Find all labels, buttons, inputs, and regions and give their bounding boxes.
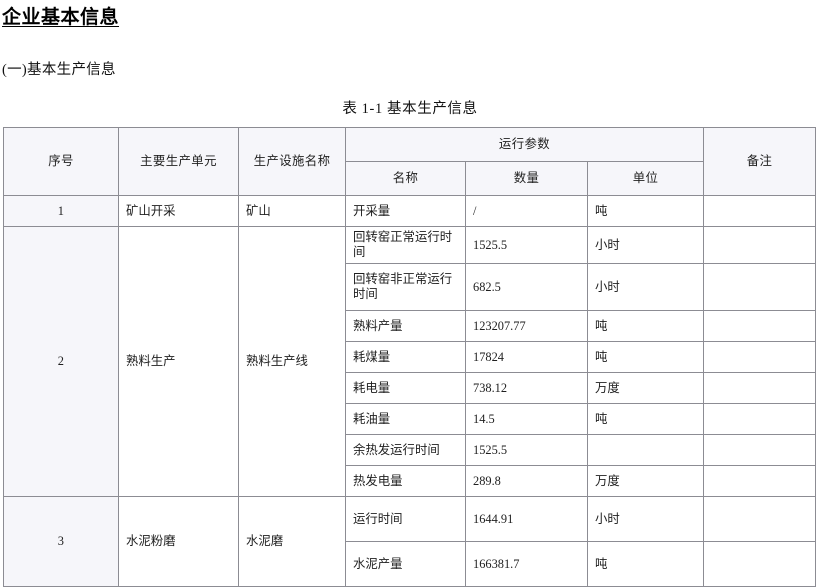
table-header: 序号 主要生产单元 生产设施名称 运行参数 备注 名称 数量 单位 (3, 127, 817, 196)
section-heading: (一)基本生产信息 (2, 62, 116, 78)
page-title: 企业基本信息 (2, 7, 120, 28)
cell-param-name: 余热发运行时间 (345, 434, 466, 466)
cell-remark (703, 310, 817, 342)
cell-param-unit: 小时 (586, 263, 705, 311)
cell-param-name: 回转窑非正常运行时间 (345, 263, 466, 311)
header-operating-params: 运行参数 (344, 127, 705, 162)
table-row: 1 矿山开采 矿山 开采量 / 吨 (3, 195, 817, 227)
cell-param-qty: 123207.77 (465, 310, 588, 342)
cell-remark (703, 372, 817, 404)
header-remark: 备注 (703, 127, 817, 196)
cell-param-unit: 吨 (586, 195, 705, 227)
basic-production-info-table: 序号 主要生产单元 生产设施名称 运行参数 备注 名称 数量 单位 1 矿山开采矿… (3, 127, 817, 587)
cell-param-name: 运行时间 (345, 496, 466, 542)
cell-param-unit: 万度 (586, 465, 705, 497)
table-row: 3 水泥粉磨 水泥磨 运行时间 1644.91 小时 (3, 496, 817, 587)
cell-seq: 1 (3, 195, 119, 227)
header-main-unit: 主要生产单元 (118, 127, 239, 196)
cell-param-name: 热发电量 (345, 465, 466, 497)
cell-facility-name: 矿山 (238, 195, 346, 227)
cell-remark (703, 195, 817, 227)
header-facility-name: 生产设施名称 (238, 127, 346, 196)
cell-param-unit: 小时 (586, 226, 705, 264)
cell-param-name: 开采量 (345, 195, 466, 227)
cell-param-unit: 吨 (586, 341, 705, 373)
cell-remark (703, 541, 817, 587)
cell-facility-name: 熟料生产线 (238, 226, 346, 497)
cell-remark (703, 226, 817, 264)
table-header-row-2: 名称 数量 单位 (4, 161, 816, 196)
cell-param-name: 耗油量 (345, 403, 466, 435)
cell-param-name: 耗电量 (345, 372, 466, 404)
document-page: 企业基本信息 (一)基本生产信息 表 1-1 基本生产信息 序号 主要生产单元 … (2, 7, 817, 587)
cell-main-unit: 水泥粉磨 (118, 496, 239, 587)
table-body: 1 矿山开采 矿山 开采量 / 吨 2 熟料生产 熟料生产线 回转窑正常运行时间 1525.5 小时回… (3, 195, 817, 587)
table-caption: 表 1-1 基本生产信息 (342, 101, 478, 117)
header-param-name: 名称 (345, 161, 466, 196)
table-row: 熟料产量 123207.77 吨 (4, 310, 817, 342)
cell-param-unit: 小时 (586, 496, 705, 542)
cell-param-unit: 吨 (586, 403, 705, 435)
table-row: 回转窑非正常运行时间 682.5 小时 (4, 263, 817, 311)
header-param-unit: 单位 (586, 161, 705, 196)
cell-param-unit: 吨 (586, 541, 705, 587)
header-seq: 序号 (3, 127, 119, 196)
cell-param-qty: 1644.91 (465, 496, 588, 542)
cell-remark (703, 496, 817, 542)
cell-param-qty: 738.12 (465, 372, 588, 404)
cell-param-unit (586, 434, 705, 466)
header-param-qty: 数量 (465, 161, 588, 196)
cell-remark (703, 403, 817, 435)
table-container: 序号 主要生产单元 生产设施名称 运行参数 备注 名称 数量 单位 1 矿山开采矿… (0, 118, 820, 587)
cell-seq: 3 (3, 496, 119, 587)
cell-remark (703, 341, 817, 373)
cell-facility-name: 水泥磨 (238, 496, 346, 587)
cell-param-qty: 1525.5 (465, 434, 588, 466)
cell-param-unit: 吨 (586, 310, 705, 342)
cell-remark (703, 263, 817, 311)
cell-param-name: 水泥产量 (345, 541, 466, 587)
table-row: 耗电量 738.12 万度 (4, 372, 817, 404)
cell-param-qty: 1525.5 (465, 226, 588, 264)
cell-remark (703, 434, 817, 466)
cell-param-qty: / (465, 195, 588, 227)
cell-param-qty: 17824 (465, 341, 588, 373)
cell-param-name: 熟料产量 (345, 310, 466, 342)
table-row: 耗油量 14.5 吨 (4, 403, 817, 435)
cell-param-name: 回转窑正常运行时间 (345, 226, 466, 264)
cell-seq: 2 (3, 226, 119, 497)
cell-param-unit: 万度 (586, 372, 705, 404)
cell-param-qty: 289.8 (465, 465, 588, 497)
cell-param-name: 耗煤量 (345, 341, 466, 373)
cell-main-unit: 熟料生产 (118, 226, 239, 497)
cell-param-qty: 14.5 (465, 403, 588, 435)
cell-param-qty: 682.5 (465, 263, 588, 311)
cell-main-unit: 矿山开采 (118, 195, 239, 227)
cell-param-qty: 166381.7 (465, 541, 588, 587)
cell-remark (703, 465, 817, 497)
table-row: 2 熟料生产 熟料生产线 回转窑正常运行时间 1525.5 小时 (3, 226, 817, 497)
table-header-row-1: 序号 主要生产单元 生产设施名称 运行参数 备注 (3, 127, 817, 196)
